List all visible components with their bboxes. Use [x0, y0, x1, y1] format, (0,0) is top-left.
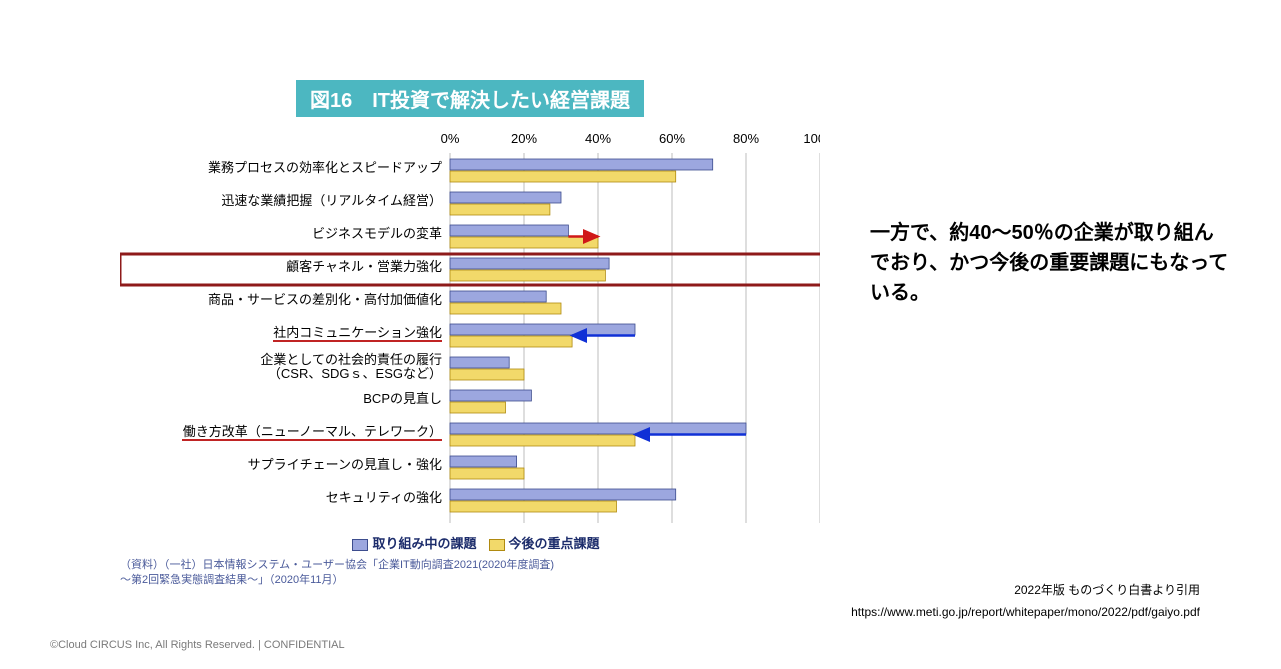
bar-series-b: [450, 402, 506, 413]
svg-text:100%: 100%: [803, 131, 820, 146]
bar-series-a: [450, 291, 546, 302]
bar-series-b: [450, 435, 635, 446]
category-label: 顧客チャネル・営業力強化: [286, 259, 442, 274]
legend-label: 今後の重点課題: [509, 536, 600, 551]
bar-series-b: [450, 204, 550, 215]
chart-legend: 取り組み中の課題 今後の重点課題: [120, 533, 820, 552]
chart-region: 図16 IT投資で解決したい経営課題 0% 20% 40% 60% 80% 100% 業務プ…: [120, 80, 820, 589]
citation-line-2: https://www.meti.go.jp/report/whitepaper…: [560, 602, 1200, 624]
bar-series-a: [450, 324, 635, 335]
footer-text: ©Cloud CIRCUS Inc, All Rights Reserved. …: [50, 639, 345, 651]
svg-text:20%: 20%: [511, 131, 537, 146]
citation-line-1: 2022年版 ものづくり白書より引用: [560, 580, 1200, 602]
category-label: 迅速な業績把握（リアルタイム経営）: [221, 193, 442, 208]
bar-series-a: [450, 357, 509, 368]
category-label: BCPの見直し: [363, 391, 442, 406]
bar-series-a: [450, 225, 568, 236]
bar-series-b: [450, 270, 605, 281]
side-comment: 一方で、約40～50％の企業が取り組んでおり、かつ今後の重要課題にもなっている。: [870, 218, 1230, 308]
bar-series-b: [450, 237, 598, 248]
bar-series-b: [450, 171, 676, 182]
svg-text:80%: 80%: [733, 131, 759, 146]
svg-text:40%: 40%: [585, 131, 611, 146]
bar-series-a: [450, 192, 561, 203]
bar-series-a: [450, 489, 676, 500]
bar-series-b: [450, 336, 572, 347]
bar-series-b: [450, 369, 524, 380]
category-label: サプライチェーンの見直し・強化: [248, 457, 442, 472]
bar-series-b: [450, 501, 617, 512]
category-label: （CSR、SDGｓ、ESGなど）: [268, 366, 442, 381]
chart-title: 図16 IT投資で解決したい経営課題: [296, 80, 644, 117]
bar-series-a: [450, 390, 531, 401]
bar-series-b: [450, 303, 561, 314]
category-label: 企業としての社会的責任の履行: [260, 352, 442, 367]
category-label: 商品・サービスの差別化・高付加価値化: [208, 292, 442, 307]
bar-series-a: [450, 258, 609, 269]
category-label: 社内コミュニケーション強化: [273, 325, 442, 340]
bar-series-a: [450, 456, 517, 467]
bar-chart: 0% 20% 40% 60% 80% 100% 業務プロセスの効率化とスピードアップ迅速な業…: [120, 121, 820, 531]
svg-text:60%: 60%: [659, 131, 685, 146]
category-label: 業務プロセスの効率化とスピードアップ: [208, 160, 442, 175]
bar-series-a: [450, 159, 713, 170]
svg-text:0%: 0%: [441, 131, 460, 146]
legend-swatch: [352, 539, 368, 551]
citation-block: 2022年版 ものづくり白書より引用 https://www.meti.go.j…: [560, 580, 1200, 623]
category-label: ビジネスモデルの変革: [312, 226, 442, 241]
legend-label: 取り組み中の課題: [372, 536, 476, 551]
bar-series-b: [450, 468, 524, 479]
bar-series-a: [450, 423, 746, 434]
category-label: 働き方改革（ニューノーマル、テレワーク）: [183, 424, 442, 439]
legend-swatch: [489, 539, 505, 551]
category-label: セキュリティの強化: [326, 490, 442, 505]
